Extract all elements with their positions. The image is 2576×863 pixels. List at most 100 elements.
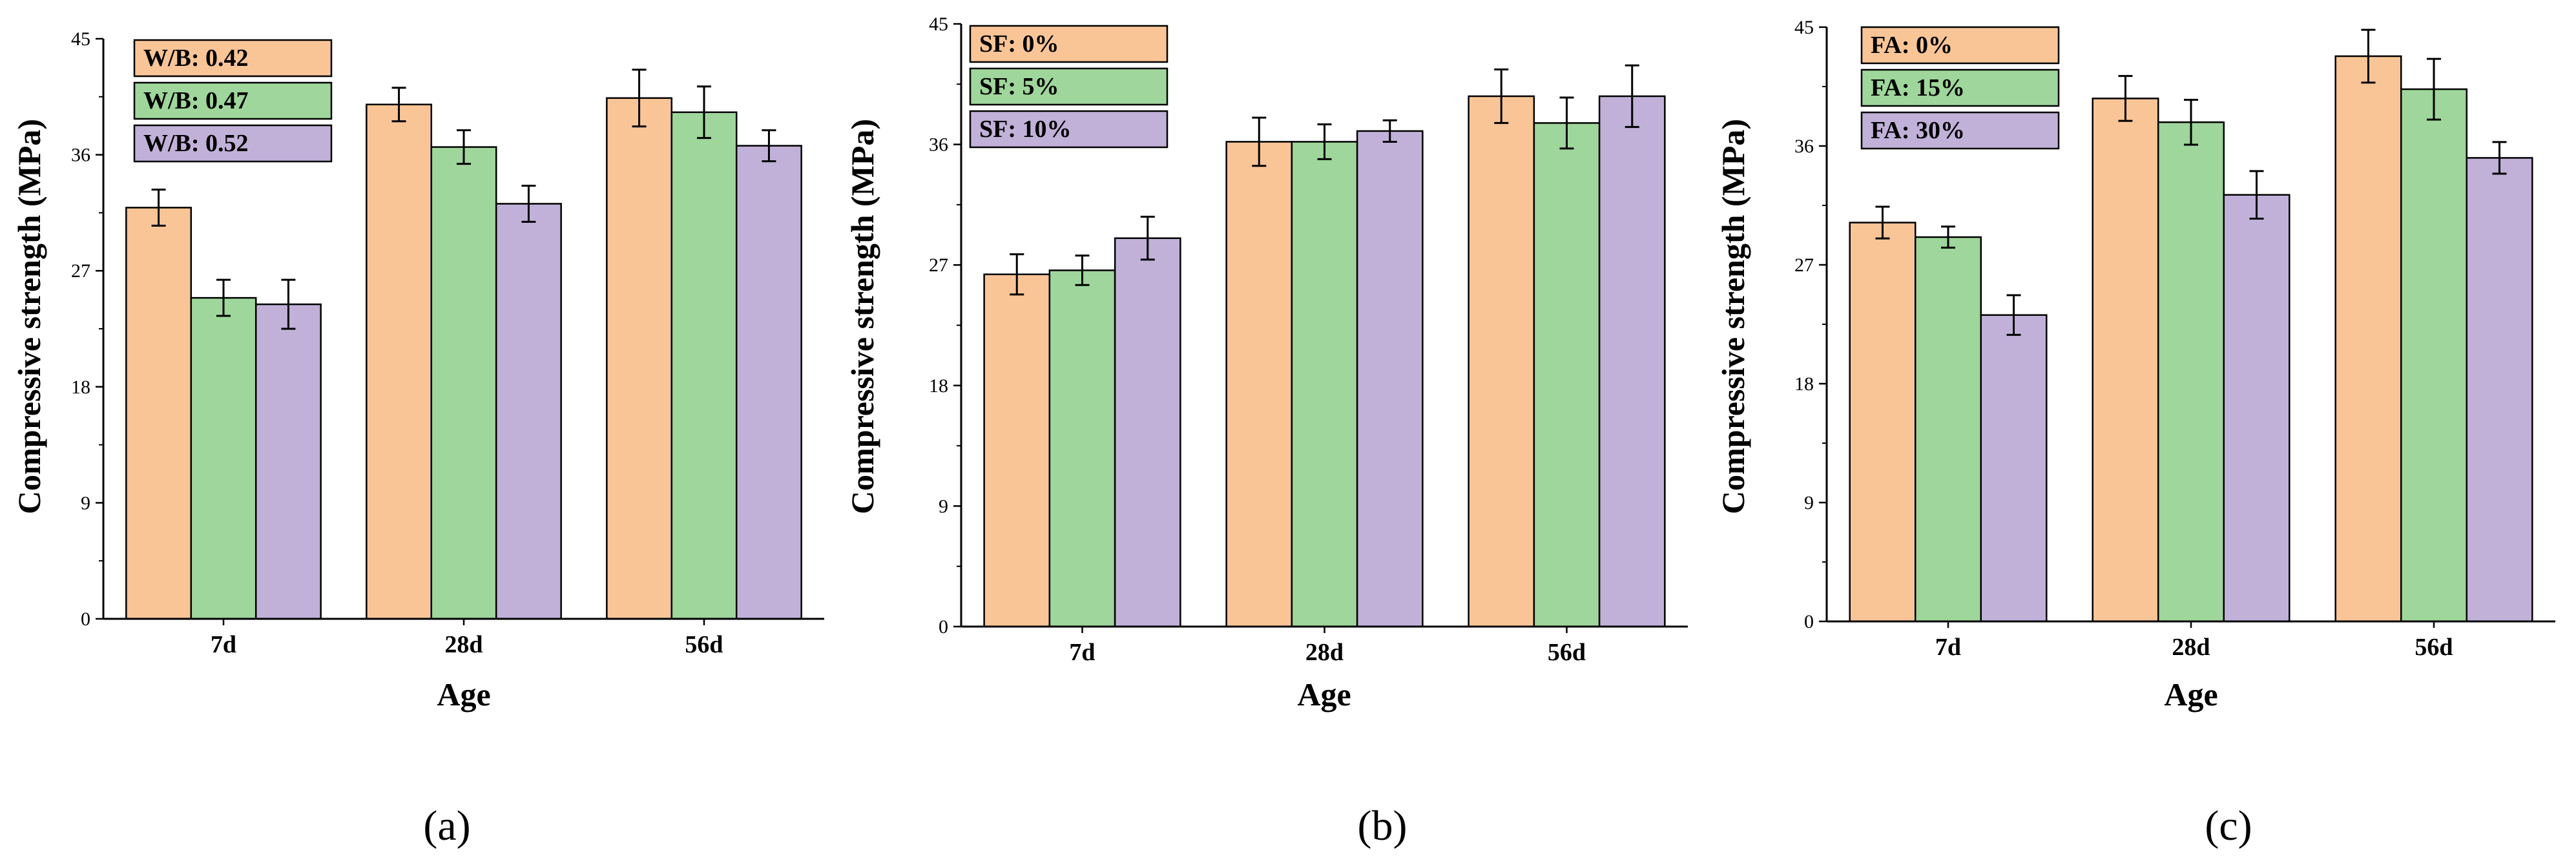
y-tick-label-a-45: 45 xyxy=(71,28,90,50)
x-tick-label-b-28d: 28d xyxy=(1305,639,1344,666)
error-bar-b-56d-1 xyxy=(1494,68,1509,124)
bar-a-7d-1 xyxy=(125,207,192,620)
bar-a-56d-3 xyxy=(735,145,802,620)
error-bar-a-28d-3 xyxy=(521,184,536,223)
legend-swatch-c-2 xyxy=(1860,68,2060,107)
legend-c: FA: 0% FA: 15% FA: 30% xyxy=(1860,26,2060,150)
error-bar-a-28d-1 xyxy=(391,87,406,123)
bar-c-7d-2 xyxy=(1914,236,1982,623)
panel-b: Compressive strength (MPa) Age (b) xyxy=(844,119,1407,849)
legend-label-a-3: W/B: 0.52 xyxy=(143,130,249,157)
x-tick-label-c-56d: 56d xyxy=(2415,634,2453,661)
error-bar-a-56d-3 xyxy=(762,129,776,163)
error-bar-a-7d-1 xyxy=(151,188,166,227)
bar-b-7d-1 xyxy=(983,273,1051,628)
y-tick-label-c-36: 36 xyxy=(1794,136,1814,157)
panel-c: Compressive strength (MPa) Age (c) xyxy=(1715,119,2252,849)
legend-swatch-c-1 xyxy=(1860,26,2060,65)
legend-label-c-3: FA: 30% xyxy=(1871,117,1965,144)
y-tick-label-b-9: 9 xyxy=(939,495,948,517)
error-bar-a-7d-3 xyxy=(281,278,296,330)
legend-label-a-1: W/B: 0.42 xyxy=(143,45,249,72)
legend-swatch-a-3 xyxy=(133,124,333,163)
error-bar-a-56d-1 xyxy=(632,68,647,128)
panel-c-label: (c) xyxy=(2205,802,2252,849)
x-tick-label-c-28d: 28d xyxy=(2172,634,2210,661)
y-tick-label-c-45: 45 xyxy=(1794,17,1814,38)
bar-a-56d-1 xyxy=(606,97,673,620)
legend-label-b-2: SF: 5% xyxy=(979,73,1059,100)
bar-a-28d-1 xyxy=(366,103,433,620)
bar-a-7d-3 xyxy=(254,303,322,620)
y-tick-label-c-27: 27 xyxy=(1794,255,1814,276)
bar-a-56d-2 xyxy=(670,111,738,620)
panel-b-xlabel: Age xyxy=(1297,676,1351,712)
error-bar-c-28d-1 xyxy=(2118,75,2133,122)
error-bar-b-28d-2 xyxy=(1317,123,1332,160)
panel-b-ylabel: Compressive strength (MPa) xyxy=(844,119,880,514)
legend-swatch-c-3 xyxy=(1860,111,2060,150)
bar-a-7d-2 xyxy=(190,296,257,620)
error-bar-b-56d-3 xyxy=(1625,64,1639,129)
panel-a-xlabel: Age xyxy=(437,676,490,712)
bar-c-28d-3 xyxy=(2223,194,2290,623)
bar-c-56d-1 xyxy=(2334,55,2402,623)
error-bar-a-28d-2 xyxy=(457,129,471,165)
bar-c-28d-2 xyxy=(2157,121,2225,623)
y-tick-label-b-36: 36 xyxy=(929,134,948,156)
error-bar-b-7d-3 xyxy=(1140,216,1155,261)
y-tick-label-c-9: 9 xyxy=(1804,492,1814,514)
error-bar-a-7d-2 xyxy=(216,278,231,317)
bar-b-56d-1 xyxy=(1468,95,1535,628)
y-tick-label-a-18: 18 xyxy=(71,377,90,398)
bar-b-7d-3 xyxy=(1114,237,1181,628)
error-bar-b-28d-1 xyxy=(1252,116,1267,167)
panel-c-plot: 7d 28d 56d 0 9 18 27 36 45 FA: 0% FA: 15% FA: 30% xyxy=(1794,17,2555,661)
error-bar-c-7d-2 xyxy=(1941,225,1955,249)
y-tick-label-b-18: 18 xyxy=(929,375,948,397)
panel-c-xlabel: Age xyxy=(2164,676,2218,712)
y-tick-label-b-0: 0 xyxy=(939,616,948,638)
bar-c-56d-3 xyxy=(2466,157,2533,623)
error-bar-b-7d-2 xyxy=(1075,255,1090,286)
panel-a-label: (a) xyxy=(423,802,470,849)
y-tick-label-c-18: 18 xyxy=(1794,373,1814,395)
x-tick-label-a-7d: 7d xyxy=(211,631,236,658)
legend-label-a-2: W/B: 0.47 xyxy=(143,87,249,114)
bar-b-28d-1 xyxy=(1225,141,1293,628)
error-bar-b-28d-3 xyxy=(1382,119,1397,143)
legend-label-c-1: FA: 0% xyxy=(1871,32,1953,59)
error-bar-b-56d-2 xyxy=(1559,96,1574,150)
panel-a-ylabel: Compressive strength (MPa) xyxy=(11,119,47,514)
error-bar-c-56d-3 xyxy=(2492,141,2507,175)
x-tick-label-c-7d: 7d xyxy=(1935,634,1961,661)
bar-b-7d-2 xyxy=(1048,269,1116,628)
panel-c-ylabel: Compressive strength (MPa) xyxy=(1715,119,1751,514)
bar-c-28d-1 xyxy=(2092,98,2159,623)
bar-a-28d-2 xyxy=(430,146,497,620)
y-tick-label-a-9: 9 xyxy=(81,492,90,514)
bar-a-28d-3 xyxy=(495,203,562,620)
bar-b-28d-3 xyxy=(1356,130,1424,628)
panel-b-plot: 7d 28d 56d 0 9 18 27 36 45 SF: 0% SF: 5% SF: 10% xyxy=(929,14,1688,666)
bar-c-7d-1 xyxy=(1849,222,1916,623)
y-tick-label-a-36: 36 xyxy=(71,145,90,166)
error-bar-a-56d-2 xyxy=(697,85,711,140)
legend-swatch-a-2 xyxy=(133,81,333,120)
bar-c-56d-2 xyxy=(2400,88,2468,623)
legend-label-b-1: SF: 0% xyxy=(979,30,1059,57)
bar-b-56d-2 xyxy=(1533,122,1601,628)
legend-label-b-3: SF: 10% xyxy=(979,116,1072,143)
error-bar-c-7d-3 xyxy=(2006,294,2021,336)
x-tick-label-a-56d: 56d xyxy=(685,631,723,658)
error-bar-c-28d-3 xyxy=(2249,170,2264,220)
y-tick-label-b-45: 45 xyxy=(929,14,948,35)
error-bar-c-28d-2 xyxy=(2184,98,2198,146)
legend-swatch-b-3 xyxy=(969,110,1169,149)
legend-swatch-b-1 xyxy=(969,25,1169,63)
y-tick-label-a-27: 27 xyxy=(71,260,90,282)
bar-c-7d-3 xyxy=(1980,314,2048,623)
